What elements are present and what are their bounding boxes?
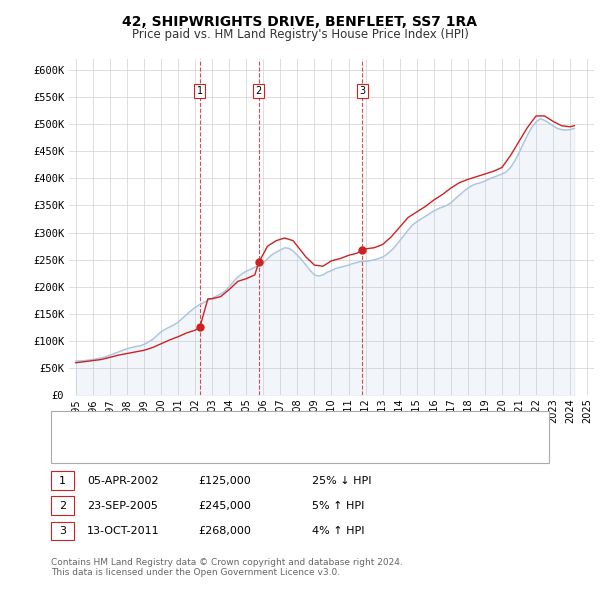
Text: 42, SHIPWRIGHTS DRIVE, BENFLEET, SS7 1RA: 42, SHIPWRIGHTS DRIVE, BENFLEET, SS7 1RA — [122, 15, 478, 29]
Text: 4% ↑ HPI: 4% ↑ HPI — [312, 526, 365, 536]
Text: 05-APR-2002: 05-APR-2002 — [87, 476, 158, 486]
Text: 1: 1 — [59, 476, 66, 486]
Text: HPI: Average price, detached house, Castle Point: HPI: Average price, detached house, Cast… — [100, 442, 355, 453]
Text: £245,000: £245,000 — [198, 501, 251, 510]
Text: Price paid vs. HM Land Registry's House Price Index (HPI): Price paid vs. HM Land Registry's House … — [131, 28, 469, 41]
Text: 2: 2 — [59, 501, 66, 510]
Text: 1: 1 — [197, 86, 203, 96]
Text: 25% ↓ HPI: 25% ↓ HPI — [312, 476, 371, 486]
Text: 23-SEP-2005: 23-SEP-2005 — [87, 501, 158, 510]
Text: 42, SHIPWRIGHTS DRIVE, BENFLEET, SS7 1RA (detached house): 42, SHIPWRIGHTS DRIVE, BENFLEET, SS7 1RA… — [100, 421, 432, 431]
Text: £268,000: £268,000 — [198, 526, 251, 536]
Text: 5% ↑ HPI: 5% ↑ HPI — [312, 501, 364, 510]
Text: Contains HM Land Registry data © Crown copyright and database right 2024.
This d: Contains HM Land Registry data © Crown c… — [51, 558, 403, 577]
Text: £125,000: £125,000 — [198, 476, 251, 486]
Text: 3: 3 — [59, 526, 66, 536]
Text: 2: 2 — [256, 86, 262, 96]
Text: 13-OCT-2011: 13-OCT-2011 — [87, 526, 160, 536]
Text: 3: 3 — [359, 86, 365, 96]
